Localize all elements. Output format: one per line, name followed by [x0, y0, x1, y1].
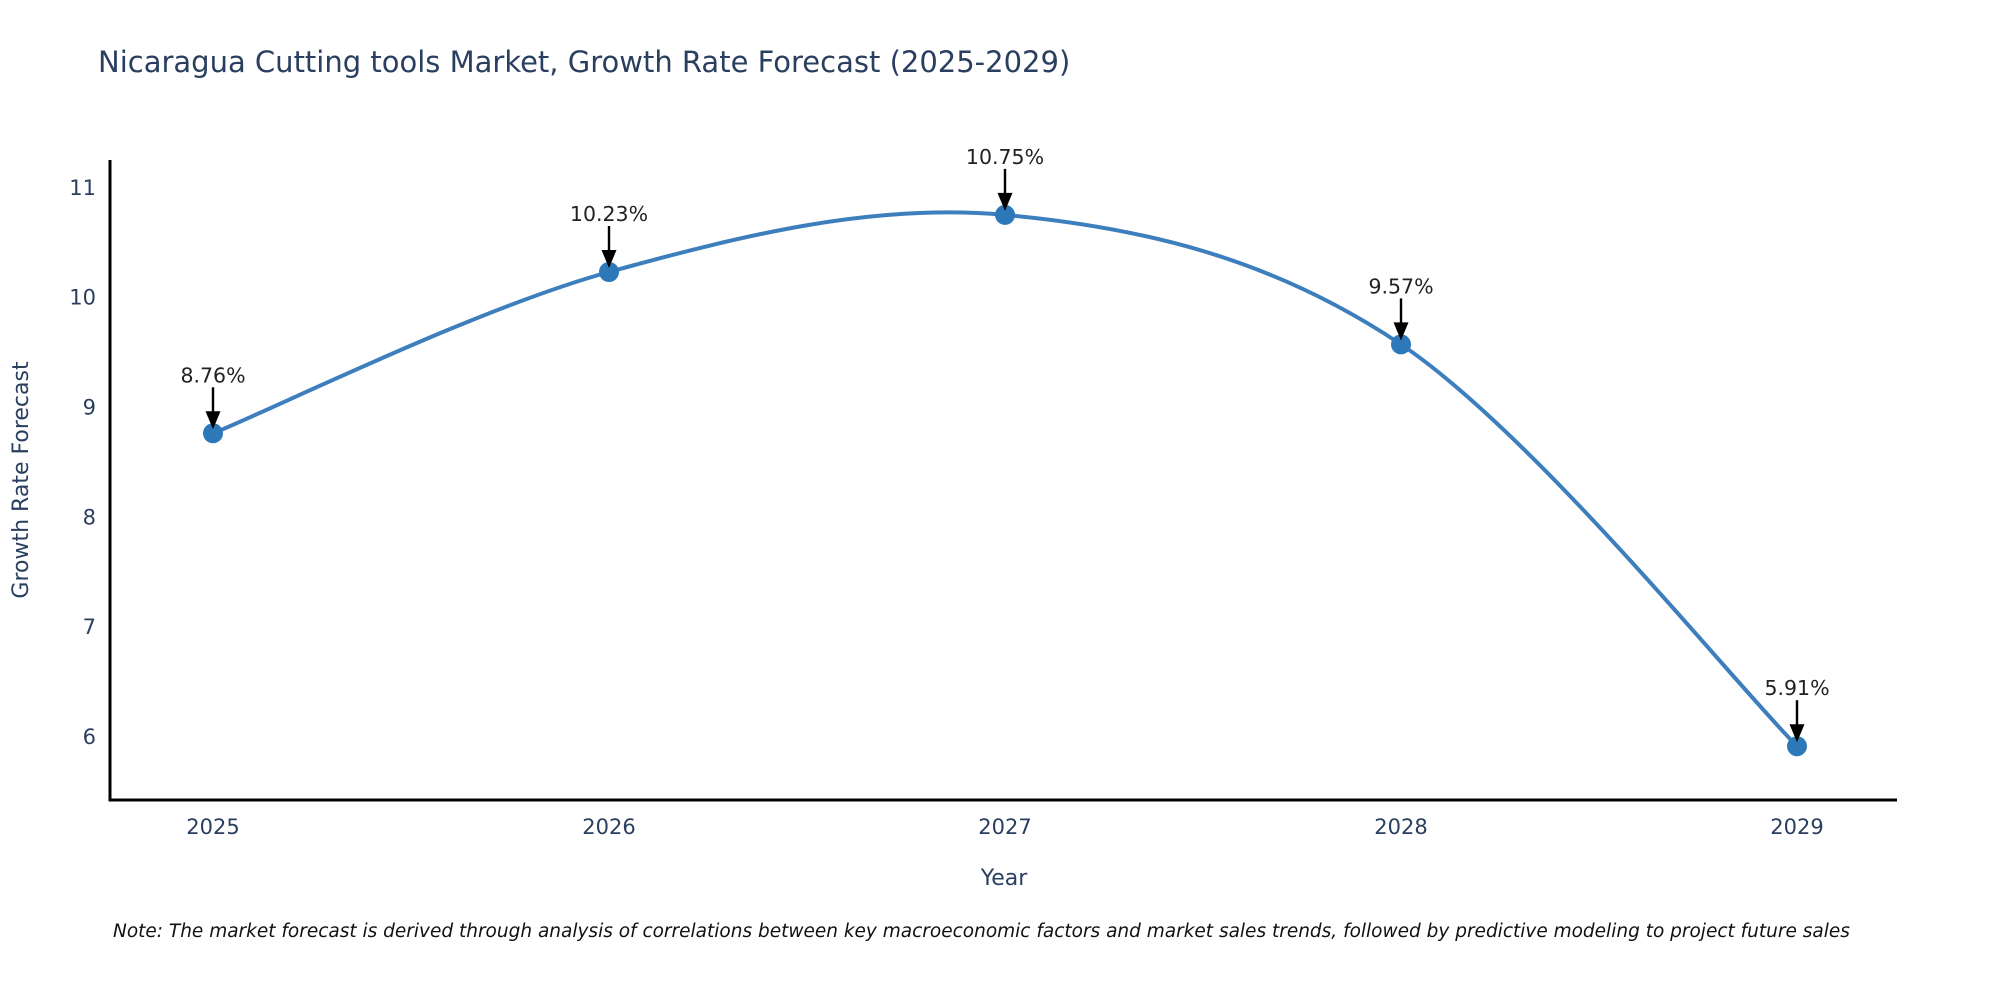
data-point-marker — [995, 204, 1015, 225]
annotation-label: 8.76% — [180, 363, 245, 387]
x-tick-label: 2029 — [1770, 815, 1823, 839]
annotation-arrowhead — [601, 250, 617, 268]
y-tick-label: 7 — [83, 615, 96, 639]
y-axis-title: Growth Rate Forecast — [9, 361, 34, 599]
chart-title: Nicaragua Cutting tools Market, Growth R… — [98, 45, 1071, 79]
footnote: Note: The market forecast is derived thr… — [113, 921, 1850, 942]
data-point-marker — [599, 262, 619, 282]
annotation-label: 9.57% — [1368, 274, 1433, 298]
y-tick-label: 11 — [69, 176, 96, 200]
series-line — [211, 210, 1799, 749]
x-tick-label: 2028 — [1374, 815, 1427, 839]
x-tick-label: 2026 — [582, 815, 635, 839]
x-tick-label: 2025 — [186, 815, 239, 839]
y-tick-label: 10 — [69, 286, 96, 310]
annotation-label: 10.75% — [966, 145, 1044, 169]
x-tick-label: 2027 — [978, 815, 1031, 839]
data-point-marker — [203, 423, 223, 444]
annotation-arrowhead — [205, 411, 221, 430]
annotation-arrowhead — [1789, 724, 1805, 743]
y-tick-label: 9 — [83, 395, 96, 419]
y-tick-label: 6 — [83, 725, 96, 749]
annotation-label: 10.23% — [570, 202, 648, 226]
data-point-marker — [1787, 736, 1807, 757]
data-point-marker — [1391, 334, 1411, 355]
x-axis-title: Year — [980, 866, 1029, 891]
annotation-arrowhead — [997, 192, 1013, 211]
y-tick-label: 8 — [83, 505, 96, 529]
annotation-arrowhead — [1393, 322, 1409, 341]
annotation-label: 5.91% — [1764, 676, 1829, 700]
